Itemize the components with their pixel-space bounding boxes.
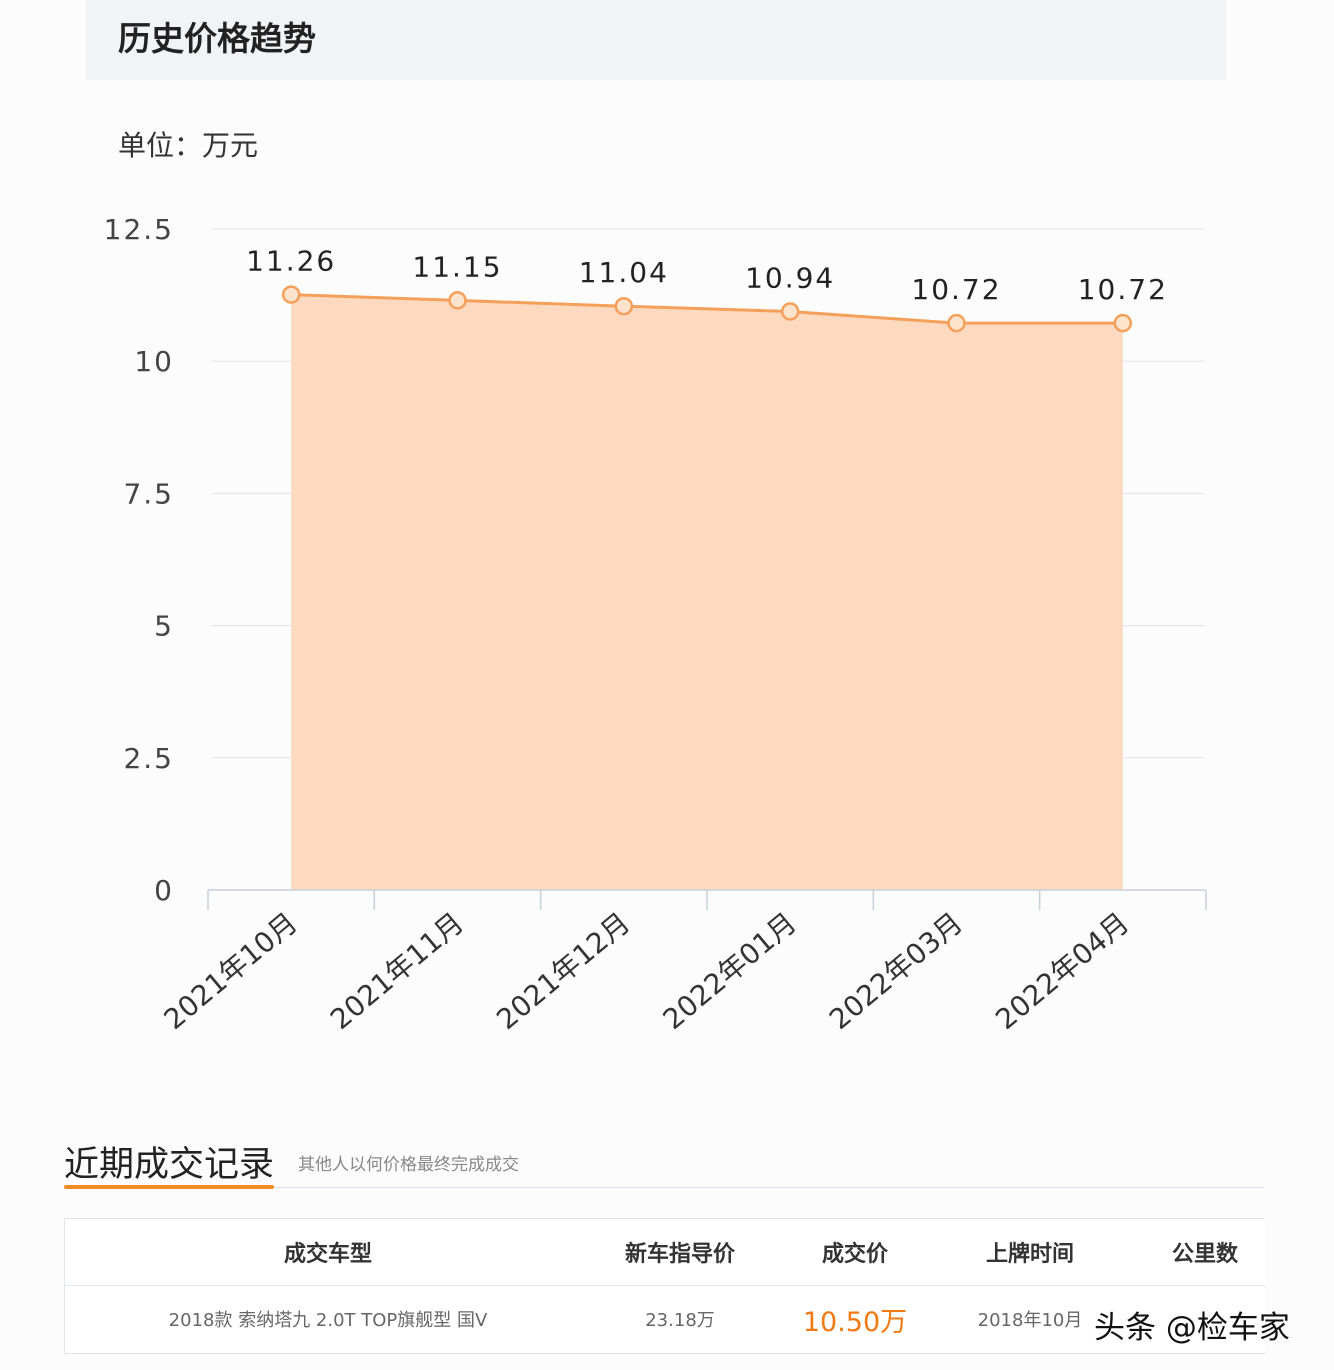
y-tick-label: 7.5 (123, 477, 174, 510)
data-point (780, 302, 800, 321)
data-label: 11.15 (412, 250, 502, 283)
col-model: 成交车型 (283, 1242, 372, 1267)
cell-model: 2018款 索纳塔九 2.0T TOP旗舰型 国V (168, 1310, 488, 1331)
data-label: 10.72 (911, 273, 1001, 306)
cell-msrp: 23.18万 (645, 1310, 715, 1331)
data-label: 11.04 (579, 256, 669, 289)
table-header: 成交车型 新车指导价 成交价 上牌时间 公里数 (65, 1219, 1265, 1286)
unit-label: 单位：万元 (118, 129, 259, 162)
col-reg: 上牌时间 (985, 1242, 1074, 1267)
data-point (281, 285, 301, 304)
price-trend-chart: 0 2.5 5 7.5 10 12.5 11.26 11.15 11.04 10.94 10.72 1… (104, 213, 1207, 1036)
y-tick-label: 2.5 (123, 742, 174, 775)
x-tick-label: 2021年11月 (324, 906, 470, 1036)
data-label: 10.72 (1078, 273, 1168, 306)
watermark: 头条 @检车家 (1094, 1310, 1290, 1346)
data-point (1113, 313, 1133, 333)
col-msrp: 新车指导价 (624, 1242, 735, 1267)
data-label: 11.26 (246, 245, 336, 278)
section-header: 历史价格趋势 (86, 0, 1226, 80)
cell-price: 10.50万 (802, 1306, 908, 1338)
records-title: 近期成交记录 (64, 1145, 275, 1185)
y-tick-label: 10 (134, 345, 174, 378)
divider (64, 1187, 1264, 1188)
y-tick-label: 12.5 (104, 213, 174, 246)
x-tick-label: 2022年03月 (823, 906, 969, 1036)
active-tab-indicator (64, 1185, 274, 1189)
x-tick-label: 2021年10月 (158, 906, 304, 1036)
series-line (291, 293, 1123, 325)
col-price: 成交价 (821, 1242, 888, 1267)
cell-reg: 2018年10月 (977, 1310, 1083, 1331)
data-point (614, 296, 634, 316)
records-subtitle: 其他人以何价格最终完成成交 (298, 1155, 519, 1175)
y-tick-label: 5 (154, 610, 174, 643)
data-point (448, 291, 467, 310)
records-table: 成交车型 新车指导价 成交价 上牌时间 公里数 2018款 索纳塔九 2.0T … (64, 1218, 1265, 1354)
table-row[interactable]: 2018款 索纳塔九 2.0T TOP旗舰型 国V 23.18万 10.50万 … (65, 1286, 1265, 1352)
area-fill (291, 294, 1123, 891)
x-tick-label: 2021年12月 (490, 906, 636, 1036)
data-point (947, 313, 966, 333)
x-tick-label: 2022年04月 (989, 906, 1135, 1036)
x-tick-label: 2022年01月 (657, 906, 803, 1036)
y-tick-label: 0 (154, 874, 174, 907)
section-title: 历史价格趋势 (118, 19, 316, 58)
data-label: 10.94 (745, 261, 835, 294)
col-mileage: 公里数 (1171, 1242, 1238, 1267)
